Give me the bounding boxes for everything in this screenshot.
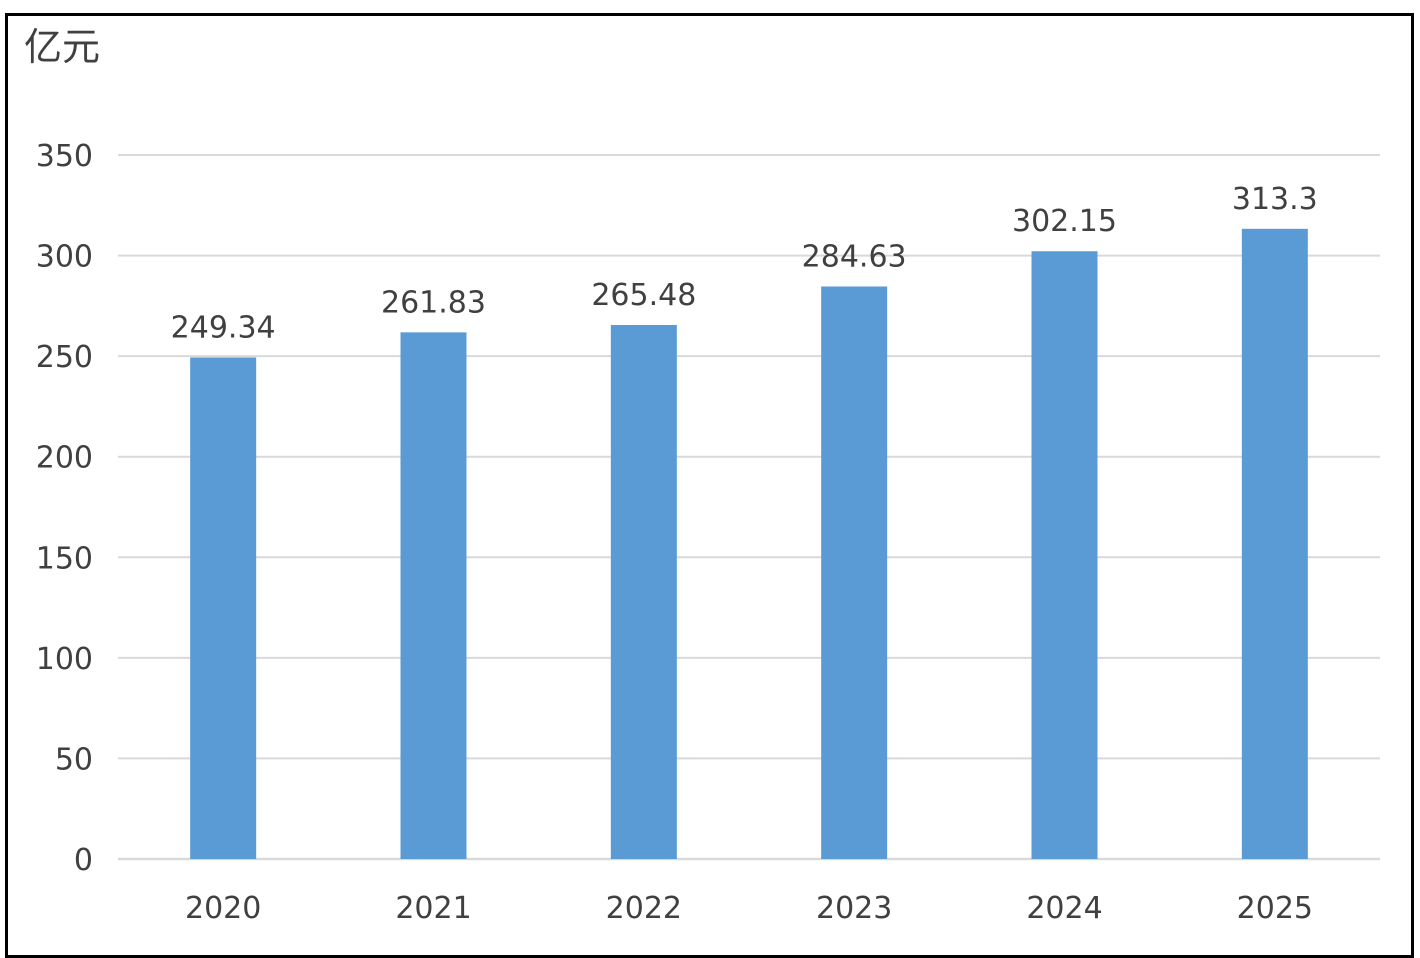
bar-value-label: 302.15: [1012, 204, 1117, 239]
x-tick-label: 2021: [395, 891, 471, 926]
y-tick-label: 300: [36, 240, 93, 275]
bar: [190, 357, 257, 859]
y-tick-label: 350: [36, 139, 93, 174]
y-tick-label: 50: [55, 742, 93, 777]
bar-value-label: 261.83: [381, 285, 486, 320]
x-tick-label: 2022: [606, 891, 682, 926]
bar-value-label: 249.34: [171, 310, 276, 345]
y-tick-label: 200: [36, 441, 93, 476]
bar-value-label: 284.63: [802, 239, 907, 274]
y-tick-label: 0: [74, 843, 93, 878]
bar: [1241, 228, 1308, 859]
bar: [1031, 251, 1098, 860]
x-tick-label: 2020: [185, 891, 261, 926]
bar: [610, 325, 677, 859]
bar: [400, 332, 467, 859]
x-tick-label: 2023: [816, 891, 892, 926]
bar-value-label: 265.48: [591, 278, 696, 313]
bar-value-label: 313.3: [1232, 182, 1318, 217]
y-axis-unit-label: 亿元: [24, 25, 101, 69]
y-tick-label: 250: [36, 340, 93, 375]
x-tick-label: 2025: [1237, 891, 1313, 926]
y-tick-label: 150: [36, 541, 93, 576]
x-tick-label: 2024: [1026, 891, 1102, 926]
bar: [821, 286, 888, 860]
y-tick-label: 100: [36, 642, 93, 677]
